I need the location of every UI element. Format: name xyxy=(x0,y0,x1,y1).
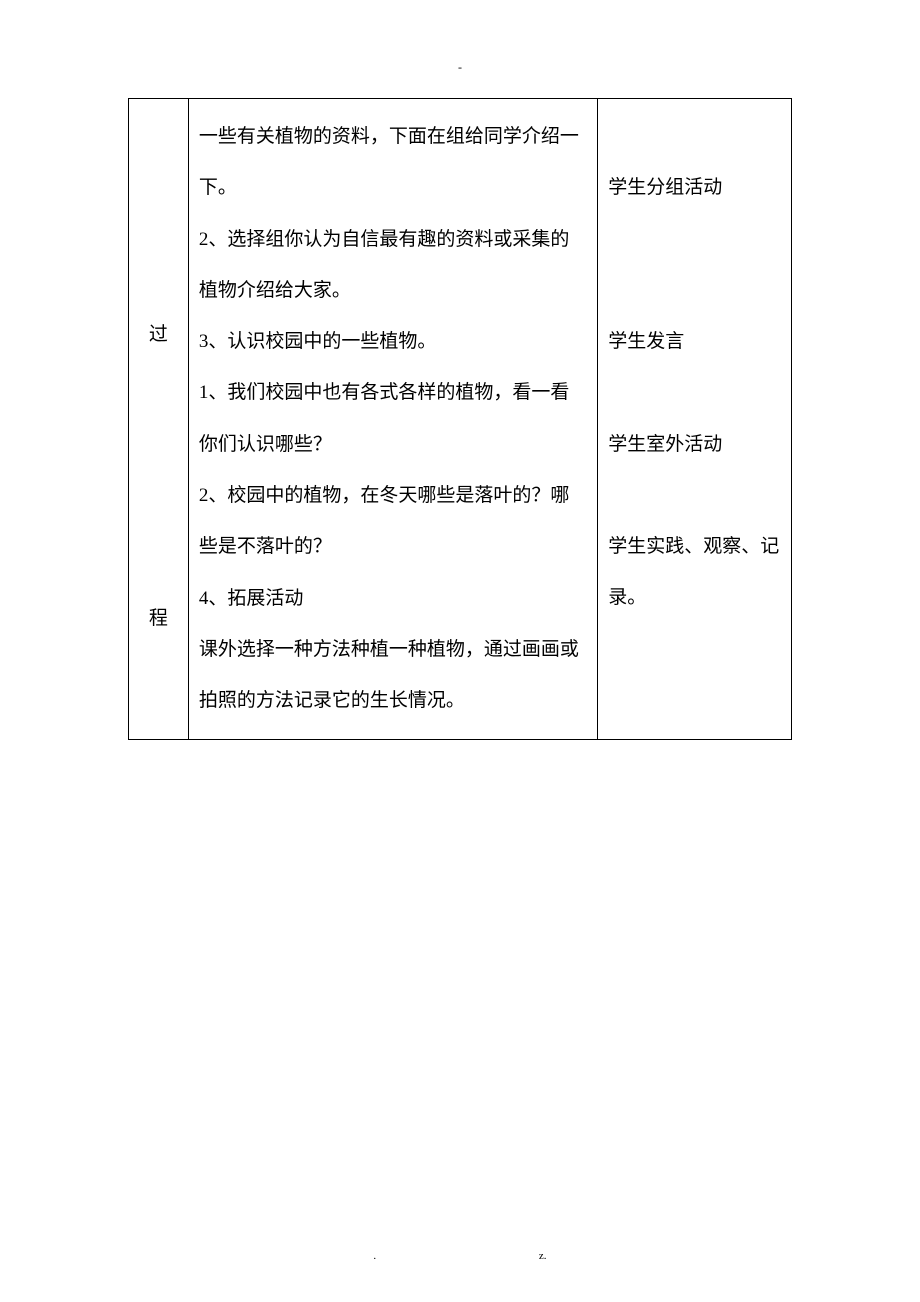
content-paragraph: 3、认识校园中的一些植物。 xyxy=(199,316,587,367)
activity-label: 学生分组活动 xyxy=(608,162,783,213)
content-paragraph: 1、我们校园中也有各式各样的植物，看一看你们认识哪些？ xyxy=(199,367,587,470)
content-paragraph: 一些有关植物的资料，下面在组给同学介绍一下。 xyxy=(199,111,587,214)
left-char-1: 过 xyxy=(149,309,168,360)
spacer xyxy=(608,470,783,521)
activity-label: 学生实践、观察、记录。 xyxy=(608,521,783,624)
spacer xyxy=(608,213,783,316)
header-dash: - xyxy=(458,60,462,75)
footer-z: z. xyxy=(539,1250,547,1262)
content-paragraph: 4、拓展活动 xyxy=(199,573,587,624)
lesson-table: 过 程 一些有关植物的资料，下面在组给同学介绍一下。 2、选择组你认为自信最有趣… xyxy=(128,98,792,740)
content-paragraph: 课外选择一种方法种植一种植物，通过画画或拍照的方法记录它的生长情况。 xyxy=(199,624,587,727)
left-char-2: 程 xyxy=(149,593,168,644)
right-column: 学生分组活动 学生发言 学生室外活动 学生实践、观察、记录。 xyxy=(598,99,792,740)
content-paragraph: 2、校园中的植物，在冬天哪些是落叶的？哪些是不落叶的？ xyxy=(199,470,587,573)
footer-dot: . xyxy=(373,1250,376,1262)
middle-column: 一些有关植物的资料，下面在组给同学介绍一下。 2、选择组你认为自信最有趣的资料或… xyxy=(188,99,597,740)
activity-label: 学生室外活动 xyxy=(608,419,783,470)
page-footer: . z. xyxy=(0,1250,920,1262)
table-row: 过 程 一些有关植物的资料，下面在组给同学介绍一下。 2、选择组你认为自信最有趣… xyxy=(129,99,792,740)
spacer xyxy=(608,111,783,162)
spacer xyxy=(608,368,783,419)
table: 过 程 一些有关植物的资料，下面在组给同学介绍一下。 2、选择组你认为自信最有趣… xyxy=(128,98,792,740)
activity-label: 学生发言 xyxy=(608,316,783,367)
content-paragraph: 2、选择组你认为自信最有趣的资料或采集的植物介绍给大家。 xyxy=(199,214,587,317)
left-column: 过 程 xyxy=(129,99,189,740)
